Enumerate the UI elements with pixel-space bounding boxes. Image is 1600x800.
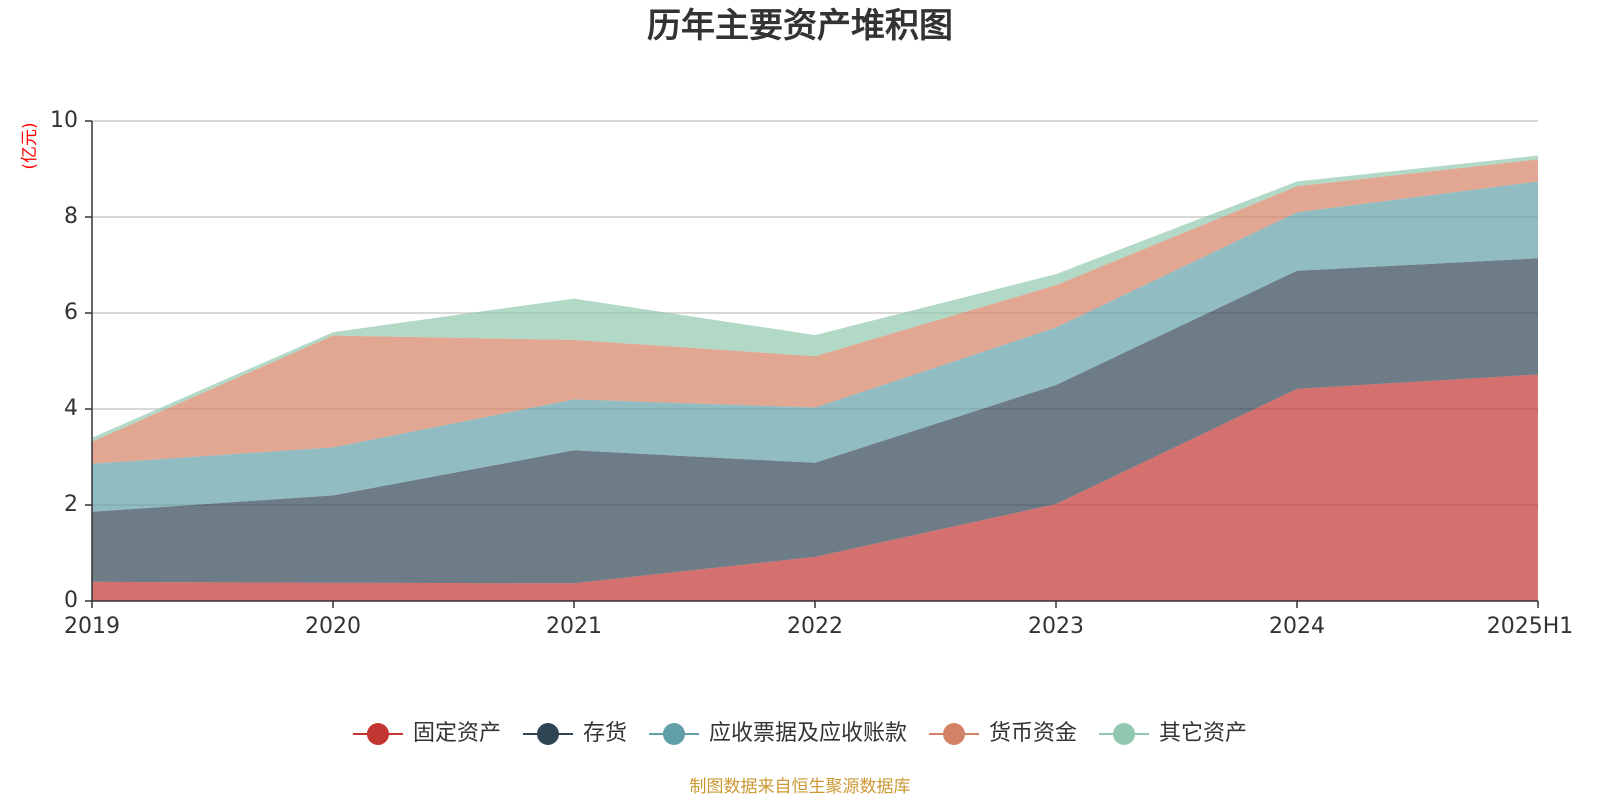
y-tick-label: 2 <box>64 492 78 517</box>
x-tick-label: 2025H1 <box>1487 614 1574 639</box>
y-tick-label: 8 <box>64 204 78 229</box>
legend: 固定资产 存货 应收票据及应收账款 货币资金 其它资产 <box>352 721 1247 746</box>
x-tick-label: 2020 <box>305 614 361 639</box>
x-tick-label: 2024 <box>1269 614 1325 639</box>
legend-item-5[interactable]: 其它资产 <box>1099 721 1247 746</box>
legend-label: 货币资金 <box>989 721 1077 746</box>
y-tick-label: 4 <box>64 396 78 421</box>
legend-circle-marker <box>662 723 685 745</box>
x-tick-label: 2019 <box>64 614 120 639</box>
legend-circle-marker <box>943 723 966 745</box>
legend-label: 其它资产 <box>1159 721 1247 746</box>
legend-circle-marker <box>366 723 389 745</box>
chart-title: 历年主要资产堆积图 <box>647 6 953 46</box>
legend-circle-marker <box>536 723 559 745</box>
x-tick-label: 2021 <box>546 614 602 639</box>
x-axis-ticks: 2019 2020 2021 2022 2023 2024 2025H1 <box>64 601 1573 639</box>
legend-label: 应收票据及应收账款 <box>709 721 907 746</box>
area-series-4 <box>92 159 1538 464</box>
y-tick-label: 10 <box>50 108 78 133</box>
legend-item-4[interactable]: 货币资金 <box>929 721 1077 746</box>
legend-item-3[interactable]: 应收票据及应收账款 <box>648 721 907 746</box>
legend-label: 固定资产 <box>413 721 501 746</box>
legend-item-2[interactable]: 存货 <box>522 721 627 746</box>
legend-label: 存货 <box>583 721 627 746</box>
y-axis-ticks: 0 2 4 6 8 10 <box>50 108 92 613</box>
source-note: 制图数据来自恒生聚源数据库 <box>690 777 911 797</box>
legend-item-1[interactable]: 固定资产 <box>352 721 501 746</box>
y-axis-unit: (亿元) <box>20 122 40 169</box>
area-series-2 <box>92 258 1538 584</box>
area-series-1 <box>92 374 1538 601</box>
area-series <box>92 155 1538 601</box>
y-tick-label: 0 <box>64 588 78 613</box>
x-tick-label: 2022 <box>787 614 843 639</box>
legend-circle-marker <box>1113 723 1136 745</box>
y-tick-label: 6 <box>64 300 78 325</box>
area-series-3 <box>92 181 1538 512</box>
x-tick-label: 2023 <box>1028 614 1084 639</box>
